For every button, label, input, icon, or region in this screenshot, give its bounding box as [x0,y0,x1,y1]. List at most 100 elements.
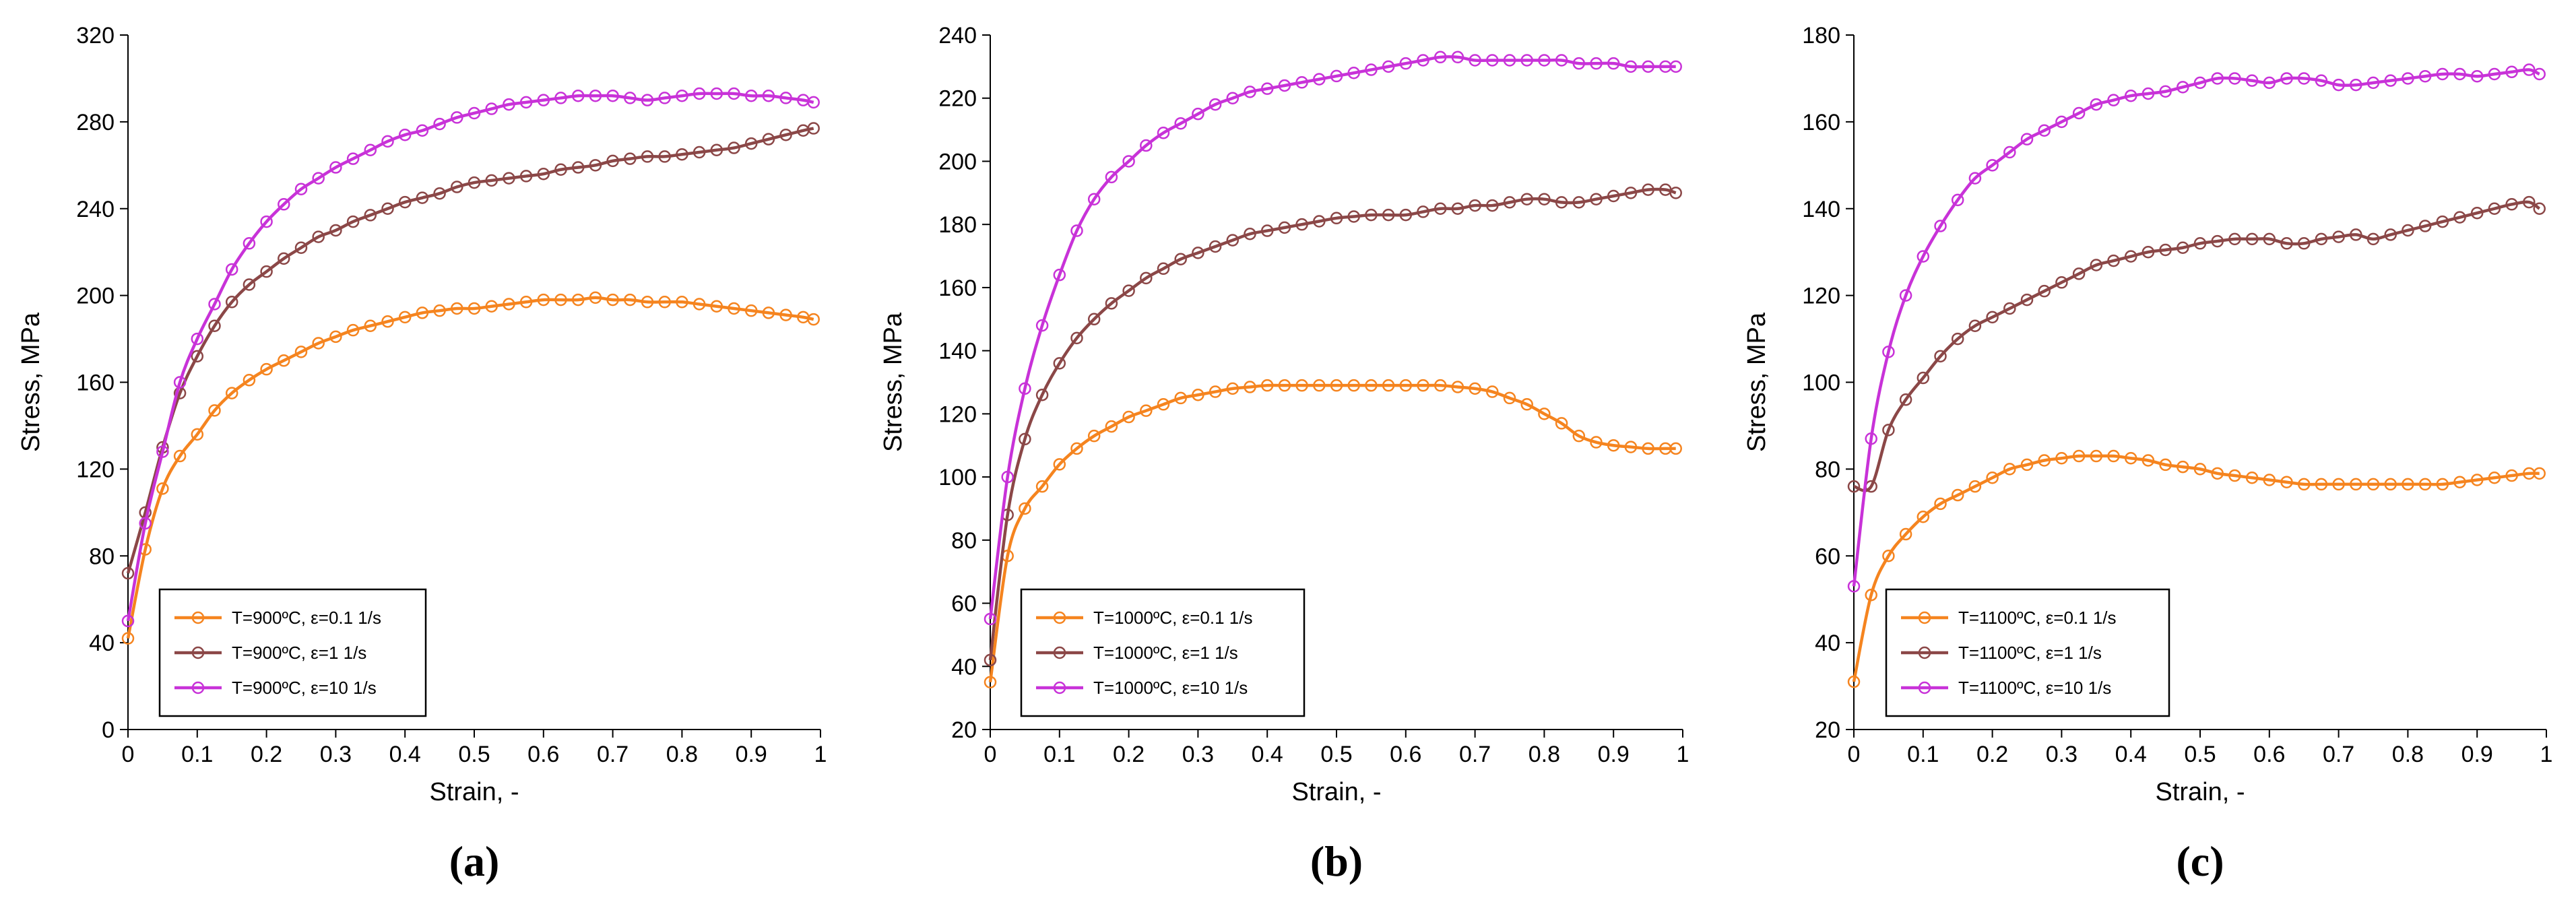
legend-swatch-marker [1918,611,1931,624]
data-point [2090,259,2103,271]
data-point [468,176,481,189]
series-1 [984,379,1682,688]
panel-label: (a) [449,837,500,885]
data-point [2488,202,2501,215]
data-point [571,161,585,174]
legend-label: T=1000ºC, ε=10 1/s [1093,678,1248,698]
series-line [988,55,1676,620]
data-point [2350,78,2362,92]
series-2 [121,122,820,580]
data-point [1520,54,1533,67]
data-point [2366,232,2380,246]
data-point [2193,463,2207,476]
data-point [2193,237,2207,250]
data-point [1572,57,1586,70]
x-tick-label: 0.2 [1113,742,1145,767]
data-point [121,614,135,628]
data-point [1934,350,1947,363]
x-tick-label: 0.9 [1598,742,1630,767]
x-tick-label: 0.3 [2046,742,2078,767]
data-point [1590,436,1603,449]
data-point [2505,65,2518,79]
data-point [1538,54,1551,67]
y-tick-label: 240 [76,197,115,222]
y-tick-label: 120 [1802,284,1840,309]
data-point [2003,145,2016,159]
data-point [173,376,187,389]
data-point [2436,215,2449,228]
y-tick-label: 60 [951,591,977,617]
data-point [1642,442,1654,455]
data-point [1555,417,1568,430]
y-tick-label: 280 [76,110,115,135]
data-point [2280,72,2293,85]
data-point [1140,271,1153,285]
data-point [225,296,238,309]
data-point [1572,429,1586,443]
data-point [1174,117,1187,130]
data-point [294,346,308,358]
legend-label: T=900ºC, ε=10 1/s [232,678,377,698]
data-point [173,449,187,463]
y-tick-label: 0 [102,717,115,743]
data-point [1847,675,1861,688]
data-point [1122,155,1135,168]
data-point [294,241,308,254]
data-point [2177,460,2189,474]
data-point [762,133,775,145]
series-2 [1847,195,2546,493]
data-point [2020,133,2034,145]
data-point [503,172,515,185]
data-point [2470,474,2484,486]
data-point [641,150,654,163]
data-point [744,304,758,317]
data-point [1968,480,1982,493]
x-tick-label: 0.6 [2253,742,2285,767]
data-point [1917,511,1930,523]
data-point [1209,98,1222,111]
chart-panel-c: 20 40 60 80 100 120 140 160 180 0 0.1 0.2 0.3 0.4 0.5 0… [1743,23,2552,885]
x-tick-label: 1 [814,742,827,767]
data-point [2402,72,2414,85]
legend-label: T=900ºC, ε=0.1 1/s [232,608,381,628]
data-point [381,135,394,148]
data-point [2297,237,2311,250]
data-point [1365,379,1378,392]
data-point [121,567,135,580]
data-point [1968,172,1982,185]
data-point [1278,221,1291,234]
data-point [278,198,290,211]
data-point [1399,57,1413,70]
data-point [1070,442,1083,455]
x-tick-label: 0.2 [251,742,282,767]
data-point [2263,474,2276,486]
data-point [2453,476,2466,488]
data-point [433,117,446,131]
data-point [1486,54,1499,67]
data-point [1520,398,1533,411]
data-point [485,174,498,187]
data-point [2177,81,2189,94]
y-tick-label: 160 [1802,110,1840,135]
x-tick-label: 0 [1848,742,1861,767]
data-point [2055,115,2068,129]
legend-swatch-marker [1918,681,1931,694]
data-point [243,374,256,387]
data-point [329,161,342,174]
data-point [2107,254,2120,267]
data-point [2055,452,2068,465]
data-point [1382,379,1395,392]
data-point [589,159,602,172]
data-point [2332,478,2345,491]
legend-label: T=1100ºC, ε=0.1 1/s [1958,608,2117,628]
data-point [779,92,792,104]
data-point [1330,379,1343,392]
data-point [2038,454,2051,467]
data-point [658,150,671,163]
data-point [2245,472,2259,484]
series-3 [984,51,1682,626]
data-point [1882,550,1895,562]
data-point [1590,193,1603,205]
y-tick-label: 40 [89,630,115,656]
data-point [1607,57,1620,70]
